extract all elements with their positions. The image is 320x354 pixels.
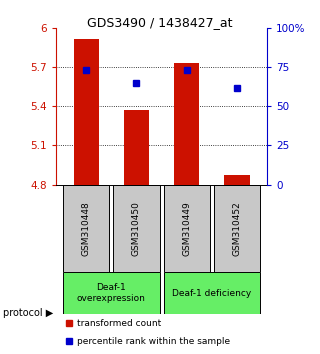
Text: transformed count: transformed count xyxy=(77,319,161,327)
Bar xyxy=(224,175,250,184)
Text: Deaf-1 deficiency: Deaf-1 deficiency xyxy=(172,289,252,298)
Text: GSM310449: GSM310449 xyxy=(182,201,191,256)
Text: GSM310448: GSM310448 xyxy=(82,201,91,256)
Bar xyxy=(124,110,149,184)
Bar xyxy=(63,184,109,272)
Text: percentile rank within the sample: percentile rank within the sample xyxy=(77,337,230,346)
Bar xyxy=(164,272,260,314)
Bar xyxy=(164,184,210,272)
Text: Deaf-1
overexpression: Deaf-1 overexpression xyxy=(77,284,146,303)
Bar xyxy=(63,272,160,314)
Bar xyxy=(74,39,99,184)
Text: GDS3490 / 1438427_at: GDS3490 / 1438427_at xyxy=(87,16,233,29)
Bar xyxy=(214,184,260,272)
Bar xyxy=(113,184,160,272)
Bar xyxy=(174,63,199,184)
Text: protocol ▶: protocol ▶ xyxy=(3,308,53,318)
Text: GSM310452: GSM310452 xyxy=(233,201,242,256)
Text: GSM310450: GSM310450 xyxy=(132,201,141,256)
